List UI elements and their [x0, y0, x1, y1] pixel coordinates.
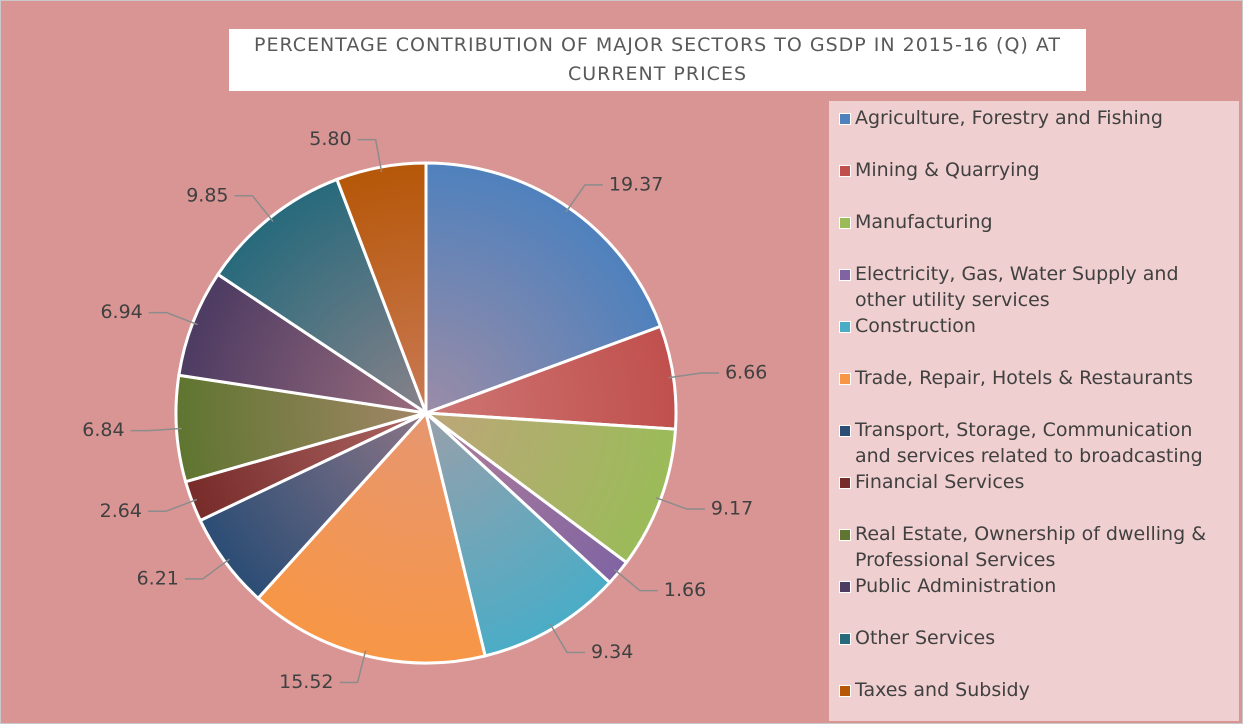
data-label: 9.17 [711, 498, 753, 520]
data-label: 1.66 [664, 579, 706, 601]
legend-item: Other Services [839, 625, 1234, 651]
leader-line [549, 623, 586, 654]
legend-item: Agriculture, Forestry and Fishing [839, 105, 1234, 131]
legend-label: Other Services [855, 627, 996, 649]
leader-line [565, 184, 603, 213]
legend-swatch [839, 321, 851, 333]
legend-item: Trade, Repair, Hotels & Restaurants [839, 365, 1234, 391]
legend-label: Taxes and Subsidy [855, 679, 1030, 701]
data-label: 6.84 [82, 419, 124, 441]
leader-line [130, 427, 182, 432]
legend-swatch [839, 529, 851, 541]
leader-line [655, 496, 705, 510]
legend-swatch [839, 165, 851, 177]
chart-title: PERCENTAGE CONTRIBUTION OF MAJOR SECTORS… [229, 29, 1086, 91]
legend-item: Manufacturing [839, 209, 1234, 235]
legend-swatch [839, 633, 851, 645]
legend-label: Construction [855, 315, 976, 337]
legend: Agriculture, Forestry and Fishing Mining … [829, 101, 1239, 721]
legend-swatch [839, 581, 851, 593]
legend-label: Trade, Repair, Hotels & Restaurants [855, 367, 1194, 389]
legend-item: Electricity, Gas, Water Supply and other… [839, 261, 1234, 313]
legend-item: Transport, Storage, Communication and se… [839, 417, 1234, 469]
data-label: 6.66 [725, 361, 767, 383]
leader-line [614, 568, 658, 592]
legend-label: Agriculture, Forestry and Fishing [855, 107, 1163, 129]
legend-item: Real Estate, Ownership of dwelling & Pro… [839, 521, 1234, 573]
data-label: 9.34 [591, 641, 633, 663]
legend-label: Electricity, Gas, Water Supply and other… [855, 263, 1179, 311]
legend-swatch [839, 425, 851, 437]
legend-label: Mining & Quarrying [855, 159, 1040, 181]
legend-label: Manufacturing [855, 211, 993, 233]
legend-item: Construction [839, 313, 1234, 339]
legend-swatch [839, 685, 851, 697]
legend-item: Financial Services [839, 469, 1234, 495]
leader-line [147, 498, 198, 513]
data-label: 6.94 [100, 301, 142, 323]
leader-line [357, 138, 383, 173]
legend-label: Real Estate, Ownership of dwelling & Pro… [855, 523, 1207, 571]
legend-label: Public Administration [855, 575, 1057, 597]
legend-swatch [839, 269, 851, 281]
data-label: 19.37 [609, 173, 663, 195]
data-label: 2.64 [100, 500, 142, 522]
legend-item: Public Administration [839, 573, 1234, 599]
legend-item: Taxes and Subsidy [839, 677, 1234, 703]
legend-swatch [839, 217, 851, 229]
data-label: 6.21 [137, 567, 179, 589]
legend-label: Financial Services [855, 471, 1025, 493]
legend-swatch [839, 113, 851, 125]
data-label: 5.80 [309, 128, 351, 150]
leader-line [668, 372, 720, 379]
leader-line [339, 650, 367, 684]
legend-item: Mining & Quarrying [839, 157, 1234, 183]
legend-swatch [839, 373, 851, 385]
leader-line [234, 195, 274, 223]
data-label: 9.85 [186, 184, 228, 206]
leader-line [148, 311, 198, 326]
leader-line [184, 558, 230, 580]
legend-label: Transport, Storage, Communication and se… [855, 419, 1203, 467]
data-label: 15.52 [279, 671, 333, 693]
legend-swatch [839, 477, 851, 489]
